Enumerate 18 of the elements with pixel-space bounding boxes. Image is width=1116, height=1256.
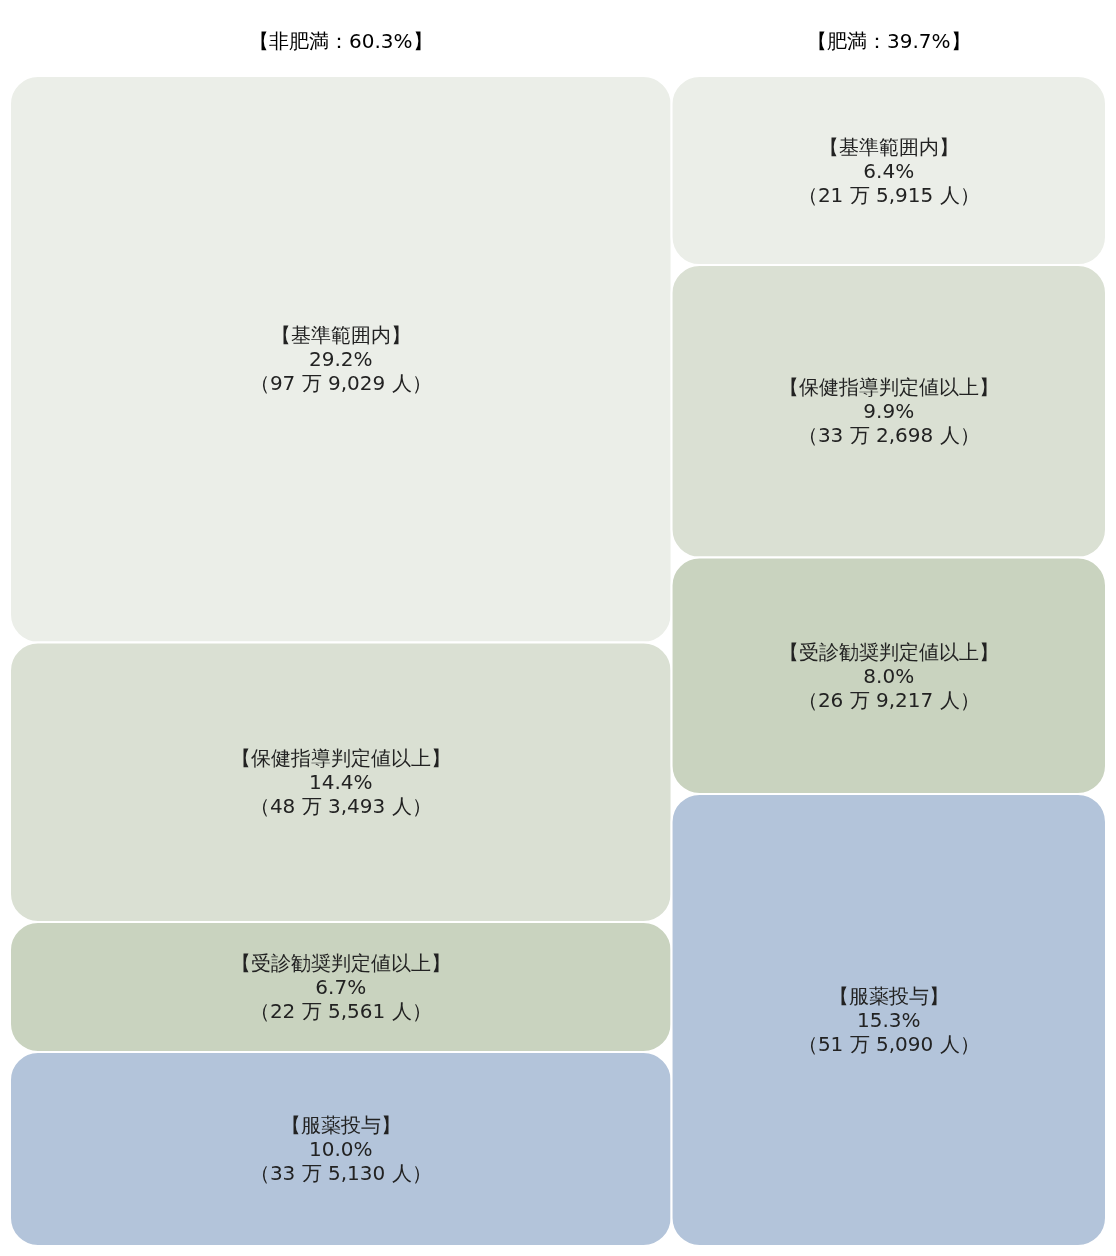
data-label: 10.0% （33 万 5,130 人） [249, 1136, 432, 1185]
data-label: 14.4% （48 万 3,493 人） [249, 770, 432, 819]
text: 【保健指導判定値以上】 [778, 375, 999, 400]
data-label: 6.7% （22 万 5,561 人） [249, 974, 432, 1023]
data-label: 9.9% （33 万 2,698 人） [797, 399, 980, 448]
data-label: 6.4% （21 万 5,915 人） [797, 158, 980, 207]
category-label: 【肥満：39.7%】 [807, 29, 971, 53]
data-label: 8.0% （26 万 9,217 人） [797, 663, 980, 712]
series-label: 【受診勧奨判定値以上】 [230, 950, 451, 975]
text: 【基準範囲内】 [270, 323, 411, 348]
data-label: 29.2% （97 万 9,029 人） [249, 347, 432, 396]
series-label: 【服薬投与】 [280, 1112, 401, 1137]
text: 【受診勧奨判定値以上】 [778, 639, 999, 664]
category-label: 【非肥満：60.3%】 [249, 29, 433, 53]
text: 【服薬投与】 [828, 983, 949, 1008]
series-label: 【保健指導判定値以上】 [230, 746, 451, 771]
data-label: 15.3% （51 万 5,090 人） [797, 1007, 980, 1056]
series-label: 【基準範囲内】 [818, 134, 959, 159]
